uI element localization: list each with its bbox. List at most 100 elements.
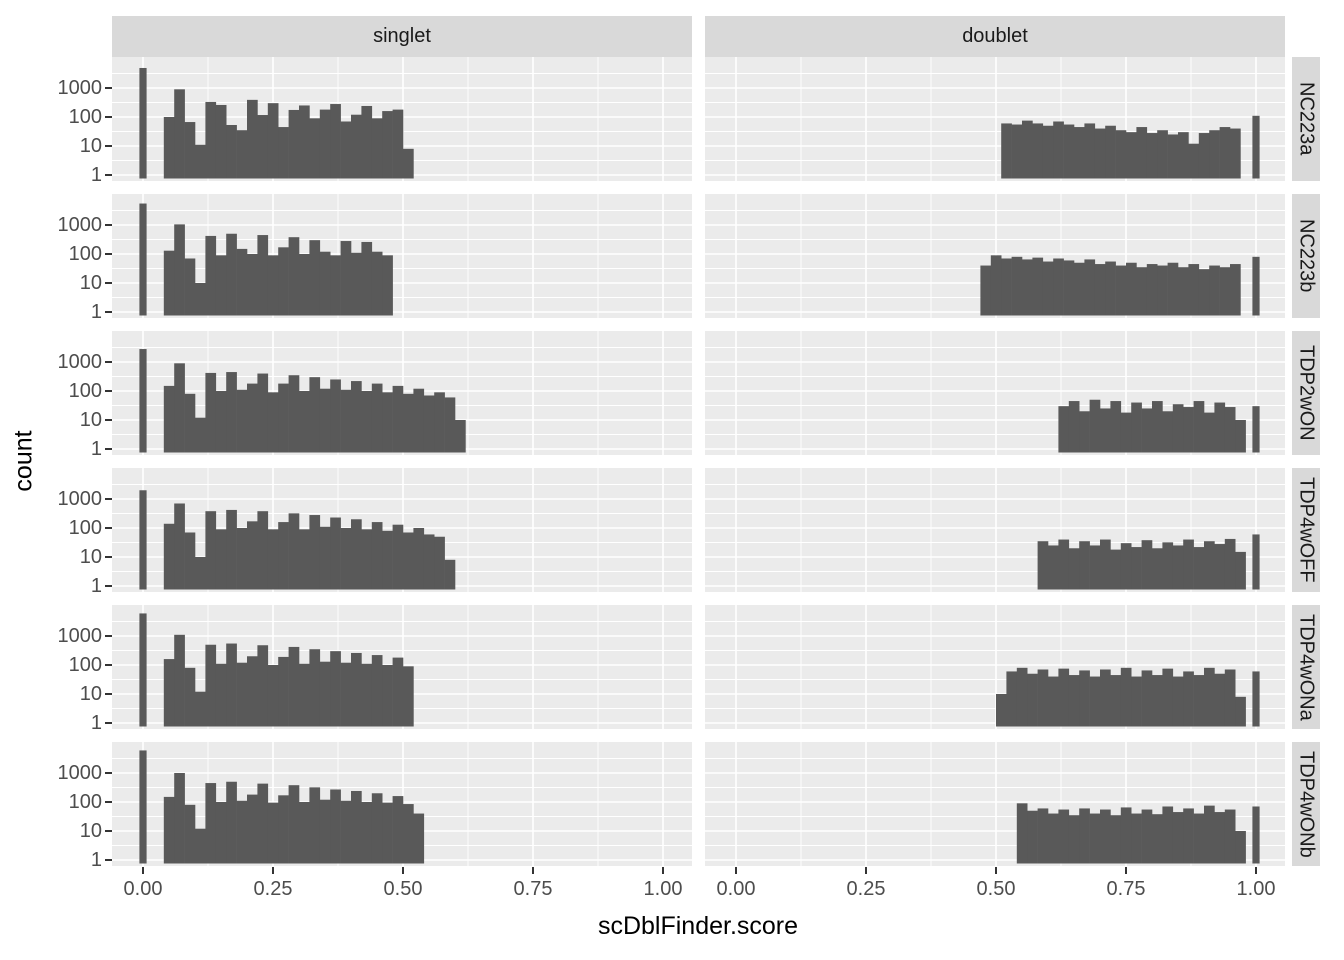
facet-strip-doublet-label: doublet <box>962 25 1028 47</box>
y-axis-tick-label: 1000 <box>57 625 103 647</box>
y-axis-tick-mark <box>105 801 112 803</box>
y-axis-tick-label: 10 <box>79 135 102 157</box>
x-axis-tick-mark <box>142 867 144 874</box>
facet-strip-TDP4wONa-label: TDP4wONa <box>1295 613 1318 721</box>
y-axis-tick-mark <box>105 390 112 392</box>
facet-strip-TDP4wONb: TDP4wONb <box>1292 742 1320 866</box>
x-axis-tick-label: 0.00 <box>716 878 756 900</box>
y-axis-tick-mark <box>105 282 112 284</box>
y-axis-tick-label: 1 <box>90 164 102 186</box>
y-axis-tick-mark <box>105 722 112 724</box>
panel-TDP4wONa-doublet <box>705 605 1285 729</box>
y-axis-tick-mark <box>105 556 112 558</box>
y-axis-title: count <box>9 430 38 492</box>
x-axis-tick-mark <box>662 867 664 874</box>
x-axis-tick-mark <box>865 867 867 874</box>
panel-TDP4wONa-singlet <box>112 605 692 729</box>
y-axis-tick-label: 1 <box>90 712 102 734</box>
panel-TDP4wOFF-doublet <box>705 468 1285 592</box>
y-axis-tick-label: 1000 <box>57 488 103 510</box>
x-axis-tick-mark <box>1255 867 1257 874</box>
x-axis-tick-mark <box>1125 867 1127 874</box>
y-axis-tick-mark <box>105 116 112 118</box>
x-axis-tick-label: 0.50 <box>976 878 1016 900</box>
facet-strip-singlet: singlet <box>112 16 692 57</box>
panel-NC223a-singlet <box>112 57 692 181</box>
x-axis-tick-mark <box>272 867 274 874</box>
panel-TDP2wON-doublet <box>705 331 1285 455</box>
facet-strip-NC223b: NC223b <box>1292 194 1320 318</box>
histogram-TDP4wONb-singlet <box>112 742 692 866</box>
y-axis-tick-mark <box>105 498 112 500</box>
facet-strip-TDP4wONb-label: TDP4wONb <box>1295 750 1318 858</box>
y-axis-tick-label: 100 <box>68 243 102 265</box>
y-axis-tick-mark <box>105 585 112 587</box>
x-axis-tick-label: 0.50 <box>383 878 423 900</box>
facet-strip-NC223a-label: NC223a <box>1295 82 1318 156</box>
panel-TDP4wOFF-singlet <box>112 468 692 592</box>
histogram-TDP4wONa-singlet <box>112 605 692 729</box>
histogram-NC223b-singlet <box>112 194 692 318</box>
x-axis-tick-label: 1.00 <box>1236 878 1276 900</box>
y-axis-tick-mark <box>105 361 112 363</box>
x-axis-title: scDblFinder.score <box>597 912 799 940</box>
x-axis-tick-mark <box>402 867 404 874</box>
y-axis-tick-label: 1 <box>90 301 102 323</box>
y-axis-tick-label: 1000 <box>57 77 103 99</box>
y-axis-tick-label: 10 <box>79 409 102 431</box>
facet-strip-TDP2wON-label: TDP2wON <box>1295 345 1318 441</box>
y-axis-tick-label: 10 <box>79 683 102 705</box>
facet-strip-NC223b-label: NC223b <box>1295 219 1318 293</box>
y-axis-tick-mark <box>105 772 112 774</box>
facet-strip-doublet: doublet <box>705 16 1285 57</box>
y-axis-tick-label: 100 <box>68 791 102 813</box>
histogram-NC223b-doublet <box>705 194 1285 318</box>
histogram-TDP4wONa-doublet <box>705 605 1285 729</box>
panel-TDP4wONb-doublet <box>705 742 1285 866</box>
histogram-NC223a-singlet <box>112 57 692 181</box>
x-axis-tick-label: 0.75 <box>513 878 553 900</box>
y-axis-tick-mark <box>105 635 112 637</box>
x-axis-tick-label: 0.25 <box>846 878 886 900</box>
histogram-TDP4wOFF-doublet <box>705 468 1285 592</box>
y-axis-tick-label: 1000 <box>57 214 103 236</box>
x-axis-tick-label: 0.25 <box>253 878 293 900</box>
panel-TDP2wON-singlet <box>112 331 692 455</box>
x-axis-tick-label: 0.75 <box>1106 878 1146 900</box>
y-axis-tick-mark <box>105 253 112 255</box>
y-axis-tick-mark <box>105 311 112 313</box>
y-axis-tick-label: 100 <box>68 380 102 402</box>
panel-TDP4wONb-singlet <box>112 742 692 866</box>
y-axis-tick-label: 10 <box>79 820 102 842</box>
y-axis-tick-label: 10 <box>79 546 102 568</box>
y-axis-tick-label: 1 <box>90 575 102 597</box>
histogram-NC223a-doublet <box>705 57 1285 181</box>
facet-strip-TDP4wOFF: TDP4wOFF <box>1292 468 1320 592</box>
y-axis-tick-mark <box>105 830 112 832</box>
facet-strip-singlet-label: singlet <box>373 25 431 47</box>
y-axis-tick-mark <box>105 859 112 861</box>
y-axis-tick-mark <box>105 527 112 529</box>
y-axis-tick-label: 100 <box>68 517 102 539</box>
x-axis-tick-label: 0.00 <box>123 878 163 900</box>
facet-strip-NC223a: NC223a <box>1292 57 1320 181</box>
panel-NC223b-doublet <box>705 194 1285 318</box>
panel-NC223a-doublet <box>705 57 1285 181</box>
y-axis-tick-label: 1 <box>90 438 102 460</box>
y-axis-tick-label: 100 <box>68 654 102 676</box>
y-axis-tick-mark <box>105 664 112 666</box>
y-axis-tick-mark <box>105 145 112 147</box>
histogram-TDP2wON-doublet <box>705 331 1285 455</box>
y-axis-tick-mark <box>105 448 112 450</box>
histogram-TDP4wONb-doublet <box>705 742 1285 866</box>
x-axis-tick-mark <box>735 867 737 874</box>
y-axis-tick-label: 10 <box>79 272 102 294</box>
x-axis-tick-label: 1.00 <box>643 878 683 900</box>
y-axis-tick-mark <box>105 693 112 695</box>
y-axis-tick-label: 1000 <box>57 762 103 784</box>
histogram-TDP2wON-singlet <box>112 331 692 455</box>
facet-strip-TDP4wOFF-label: TDP4wOFF <box>1295 477 1318 583</box>
y-axis-tick-mark <box>105 174 112 176</box>
facet-strip-TDP4wONa: TDP4wONa <box>1292 605 1320 729</box>
